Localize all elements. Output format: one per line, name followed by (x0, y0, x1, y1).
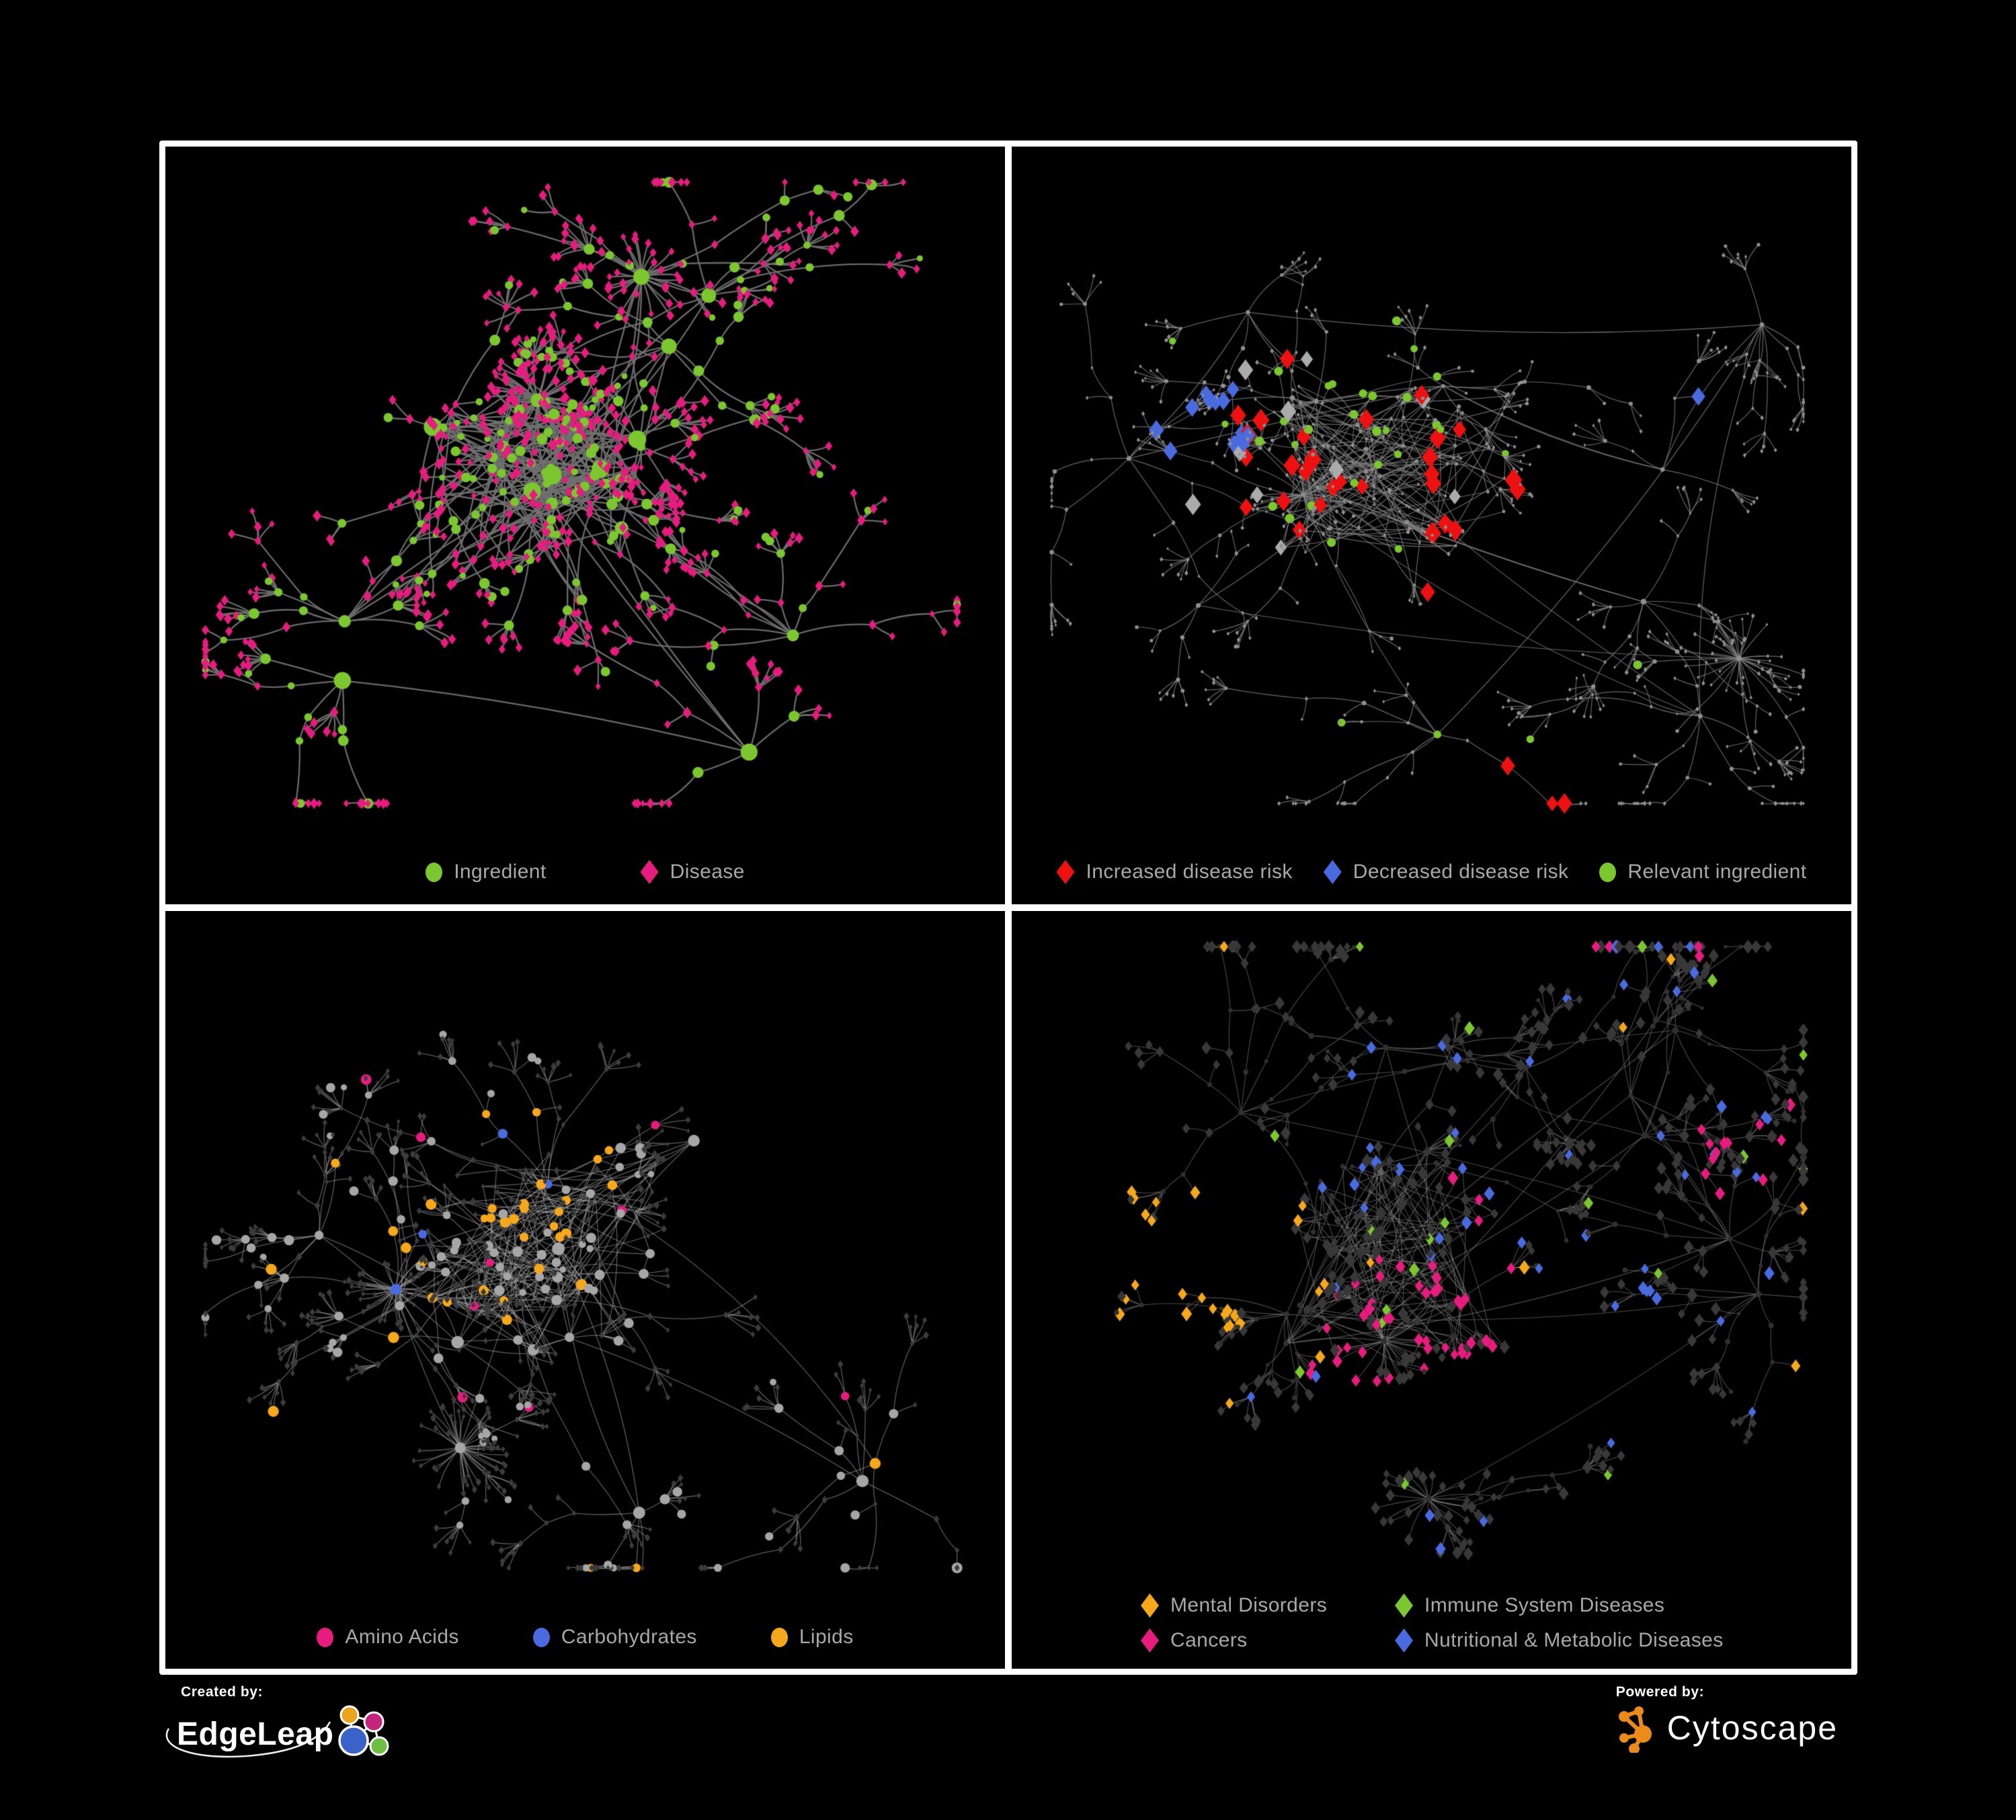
relevant-ingredient-swatch-icon (1599, 862, 1617, 882)
panel-grid: Ingredient Disease Increased disease ris… (159, 141, 1857, 1675)
legend-label: Disease (670, 861, 745, 883)
legend-item: Ingredient (426, 861, 546, 883)
cancers-swatch-icon (1141, 1628, 1159, 1653)
cytoscape-logo-icon (1618, 1706, 1652, 1753)
legend-item: Relevant ingredient (1599, 861, 1806, 883)
legend-label: Increased disease risk (1086, 861, 1293, 883)
legend-label: Nutritional & Metabolic Diseases (1424, 1629, 1724, 1651)
edgeleap-wordmark: EdgeLeap (177, 1716, 334, 1752)
legend-label: Cancers (1170, 1629, 1248, 1651)
network-canvas-nutrient-classes (165, 911, 1005, 1669)
legend-item: Amino Acids (317, 1626, 458, 1649)
legend-label: Carbohydrates (561, 1626, 697, 1648)
decreased-risk-swatch-icon (1323, 860, 1342, 884)
legend-label: Lipids (799, 1626, 854, 1648)
legend-label: Immune System Diseases (1424, 1594, 1665, 1616)
cytoscape-wordmark: Cytoscape (1666, 1709, 1838, 1747)
ingredient-swatch-icon (426, 862, 443, 882)
legend-item: Cancers (1141, 1628, 1395, 1653)
panel-nutrient-classes: Amino Acids Carbohydrates Lipids (165, 911, 1005, 1669)
network-canvas-disease-categories (1012, 911, 1851, 1669)
network-canvas-ingredient-disease (165, 147, 1005, 904)
footer: Created by: EdgeLeap Powered by: (159, 1684, 1857, 1812)
legend-label: Decreased disease risk (1353, 861, 1569, 883)
lipids-swatch-icon (770, 1627, 788, 1647)
legend-item: Increased disease risk (1056, 860, 1293, 884)
panel-ingredient-disease: Ingredient Disease (165, 147, 1005, 904)
legend-item: Disease (640, 860, 745, 884)
immune-system-diseases-swatch-icon (1395, 1593, 1413, 1618)
legend-label: Amino Acids (345, 1626, 459, 1648)
network-canvas-disease-risk (1012, 147, 1851, 904)
legend-disease-risk: Increased disease risk Decreased disease… (1012, 860, 1851, 884)
legend-item: Lipids (770, 1626, 854, 1649)
cytoscape-credit: Powered by: Cytoscape (1616, 1684, 1838, 1753)
increased-risk-swatch-icon (1056, 860, 1075, 884)
edgeleap-credit: Created by: EdgeLeap (165, 1684, 394, 1765)
panel-disease-categories: Mental Disorders Immune System Diseases … (1012, 911, 1851, 1669)
edgeleap-logo-icon (338, 1705, 389, 1756)
legend-item: Carbohydrates (532, 1626, 697, 1649)
panel-disease-risk: Increased disease risk Decreased disease… (1012, 147, 1851, 904)
legend-item: Nutritional & Metabolic Diseases (1395, 1628, 1724, 1653)
legend-item: Decreased disease risk (1323, 860, 1569, 884)
disease-swatch-icon (640, 860, 659, 884)
nutritional-metabolic-diseases-swatch-icon (1395, 1628, 1413, 1653)
legend-label: Relevant ingredient (1627, 861, 1807, 883)
legend-label: Mental Disorders (1170, 1594, 1328, 1616)
mental-disorders-swatch-icon (1141, 1593, 1159, 1618)
edgeleap-swoosh-icon (165, 1721, 331, 1758)
amino-acids-swatch-icon (317, 1627, 334, 1647)
powered-by-label: Powered by: (1615, 1684, 1705, 1700)
created-by-label: Created by: (181, 1684, 264, 1700)
legend-ingredient-disease: Ingredient Disease (165, 860, 1005, 884)
legend-nutrient-classes: Amino Acids Carbohydrates Lipids (165, 1626, 1005, 1649)
legend-item: Immune System Diseases (1395, 1593, 1724, 1618)
legend-item: Mental Disorders (1141, 1593, 1395, 1618)
carbohydrates-swatch-icon (532, 1627, 550, 1647)
legend-disease-categories: Mental Disorders Immune System Diseases … (1141, 1593, 1724, 1653)
legend-label: Ingredient (454, 861, 547, 883)
